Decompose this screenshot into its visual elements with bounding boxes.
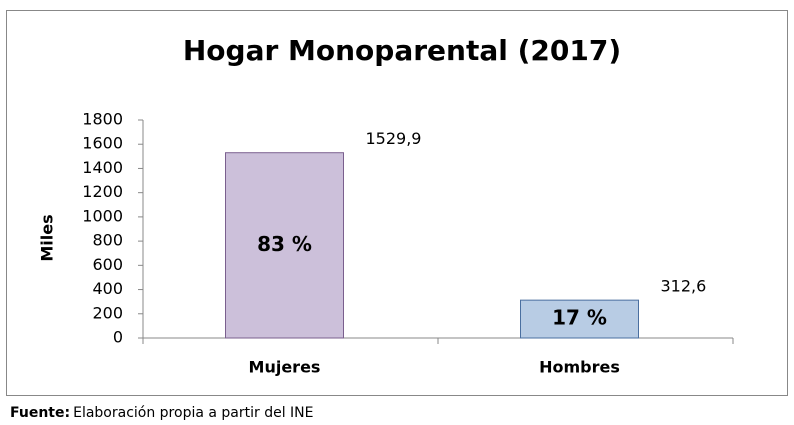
- value-label: 1529,9: [366, 129, 422, 148]
- bar: [520, 299, 639, 339]
- value-label: 312,6: [661, 277, 707, 296]
- x-tick-label: Mujeres: [249, 358, 321, 377]
- y-tick-label: 800: [92, 231, 123, 250]
- chart-border: [6, 10, 788, 396]
- chart-title: Hogar Monoparental (2017): [183, 34, 621, 67]
- source-text: Elaboración propia a partir del INE: [73, 405, 313, 421]
- y-tick-label: 200: [92, 303, 123, 322]
- y-tick-label: 1800: [82, 110, 123, 129]
- y-tick-label: 1200: [82, 182, 123, 201]
- source-label: Fuente:: [10, 405, 70, 421]
- share-label: 83 %: [257, 232, 312, 256]
- y-tick-label: 400: [92, 279, 123, 298]
- y-tick-label: 1000: [82, 206, 123, 225]
- x-tick-label: Hombres: [539, 358, 620, 377]
- y-tick-label: 600: [92, 255, 123, 274]
- bar: [225, 152, 344, 339]
- share-label: 17 %: [552, 306, 607, 330]
- y-tick-label: 1600: [82, 134, 123, 153]
- y-tick-label: 1400: [82, 158, 123, 177]
- y-tick-label: 0: [113, 328, 123, 347]
- source-note: Fuente: Elaboración propia a partir del I…: [10, 405, 314, 421]
- y-axis-label: Miles: [38, 214, 57, 261]
